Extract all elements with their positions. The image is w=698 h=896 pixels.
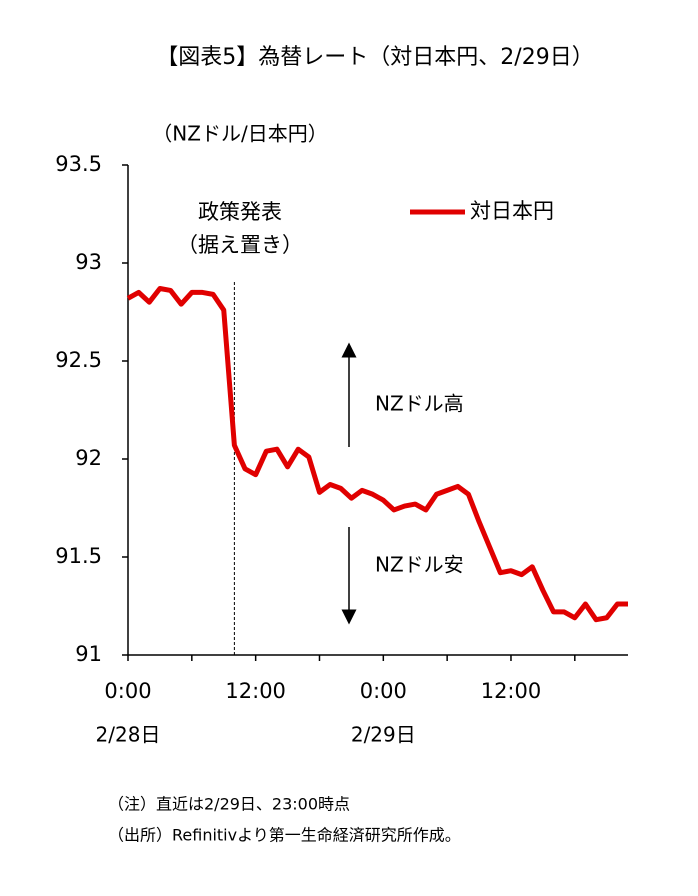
x-tick-label: 0:00 [360, 679, 407, 703]
event-label: 政策発表 [198, 200, 282, 224]
legend-label: 対日本円 [470, 199, 554, 223]
y-tick-label: 92.5 [55, 348, 102, 372]
y-tick-label: 91 [75, 642, 102, 666]
y-tick-label: 93 [75, 250, 102, 274]
chart-title: 【図表5】為替レート（対日本円、2/29日） [156, 45, 593, 70]
x-date-label: 2/28日 [96, 723, 161, 747]
event-label: （据え置き） [177, 233, 303, 257]
x-tick-label: 12:00 [481, 679, 542, 703]
x-date-label: 2/29日 [351, 723, 416, 747]
data-line [126, 285, 628, 623]
down-label: NZドル安 [375, 553, 464, 577]
y-tick-label: 91.5 [55, 544, 102, 568]
up-label: NZドル高 [375, 392, 464, 416]
x-tick-label: 12:00 [225, 679, 286, 703]
y-axis-label: （NZドル/日本円） [152, 122, 327, 146]
y-tick-label: 92 [75, 446, 102, 470]
x-tick-label: 0:00 [104, 679, 151, 703]
note: （注）直近は2/29日、23:00時点 [108, 795, 350, 814]
note: （出所）Refinitivより第一生命経済研究所作成。 [108, 826, 461, 845]
y-tick-label: 93.5 [55, 152, 102, 176]
